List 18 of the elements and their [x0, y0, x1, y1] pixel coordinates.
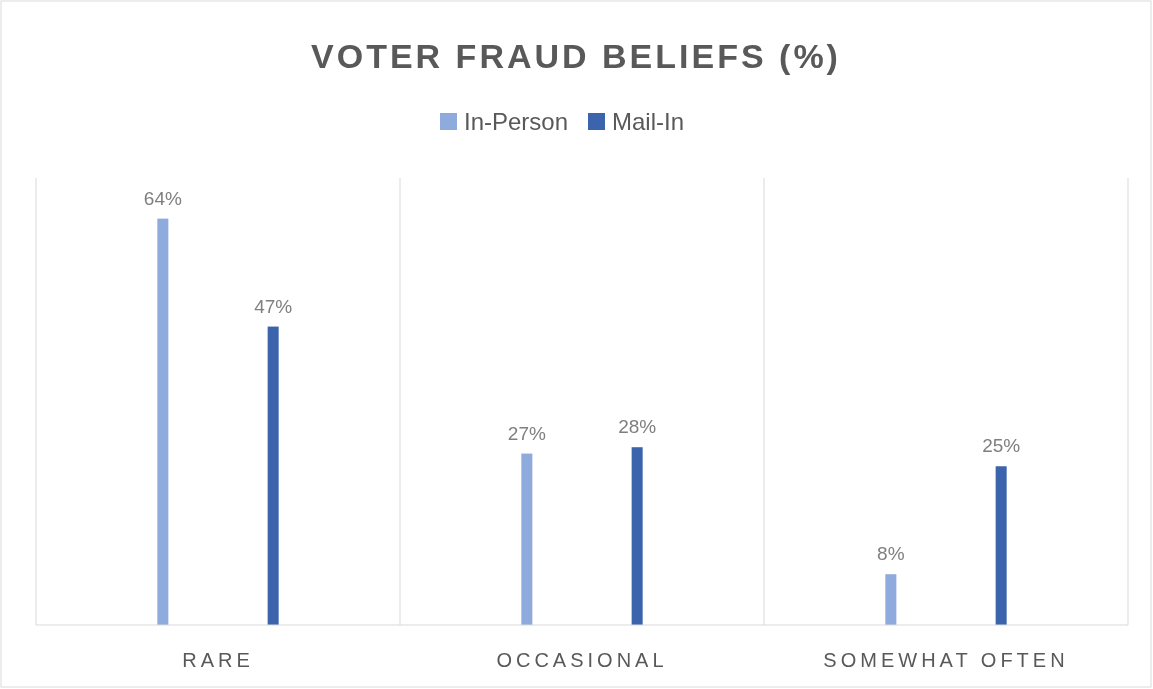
- x-tick-label: OCCASIONAL: [496, 649, 668, 671]
- data-label: 47%: [254, 295, 293, 317]
- bar: [521, 453, 533, 625]
- bar: [267, 326, 279, 625]
- chart-title: VOTER FRAUD BELIEFS (%): [311, 37, 841, 75]
- data-label: 28%: [618, 416, 657, 438]
- data-label: 8%: [877, 543, 905, 565]
- data-label: 27%: [507, 422, 546, 444]
- bar: [885, 574, 897, 625]
- bar: [157, 218, 169, 625]
- x-tick-label: RARE: [182, 649, 254, 671]
- bar: [995, 466, 1007, 625]
- data-label: 25%: [982, 435, 1021, 457]
- data-label: 64%: [143, 187, 182, 209]
- bar: [631, 447, 643, 625]
- x-tick-label: SOMEWHAT OFTEN: [823, 649, 1069, 671]
- legend-label: Mail-In: [612, 108, 685, 135]
- legend-label: In-Person: [464, 108, 569, 135]
